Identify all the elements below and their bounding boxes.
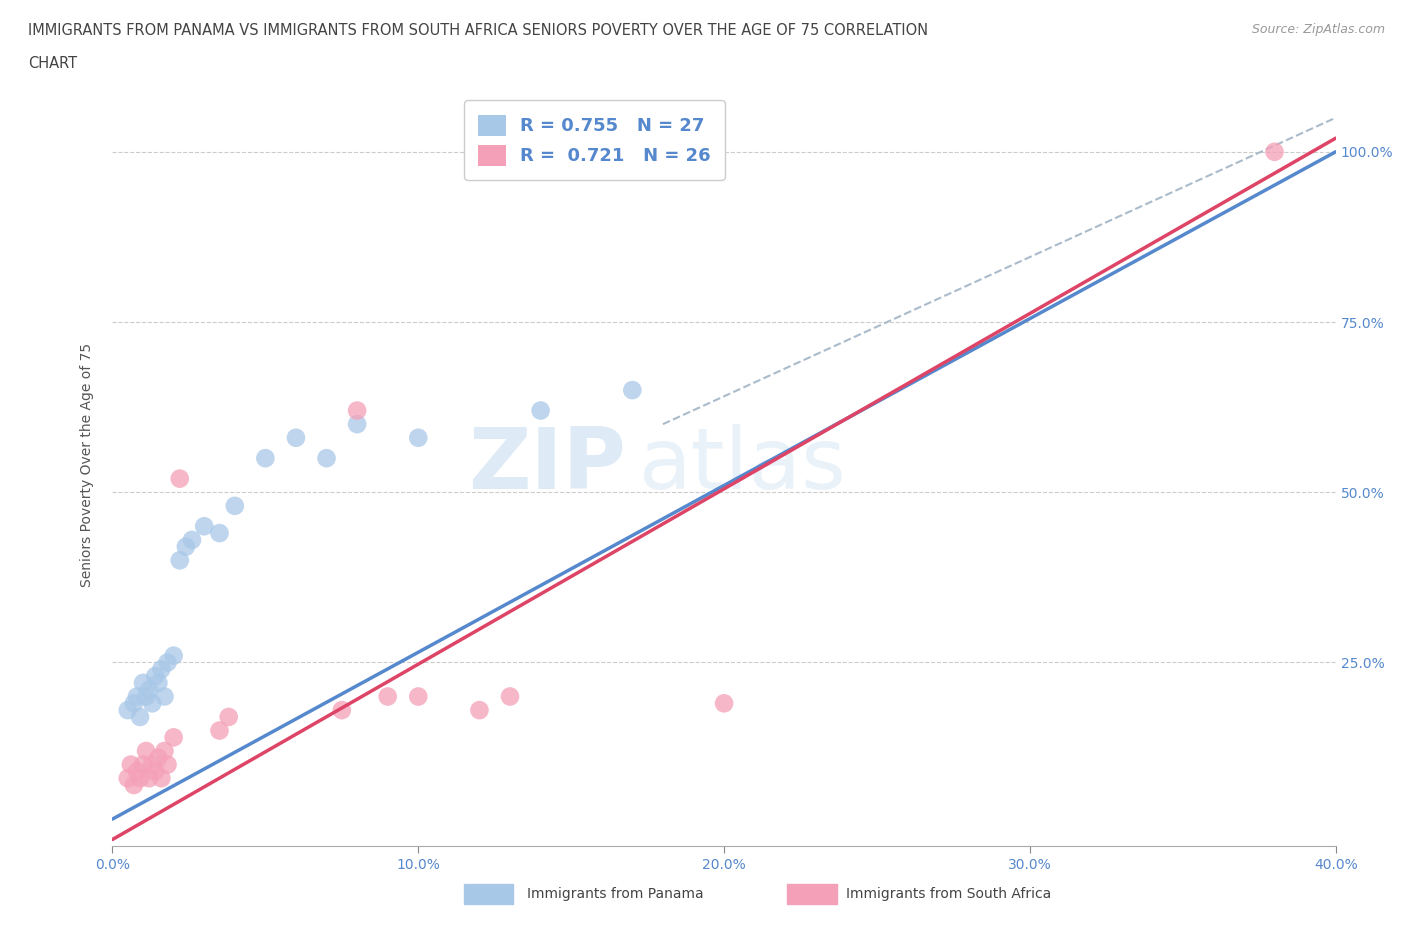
Text: atlas: atlas xyxy=(638,423,846,507)
Point xyxy=(143,764,166,778)
Point xyxy=(284,431,308,445)
Point xyxy=(117,703,139,718)
Point xyxy=(330,703,353,718)
Point xyxy=(138,771,160,786)
Y-axis label: Seniors Poverty Over the Age of 75: Seniors Poverty Over the Age of 75 xyxy=(80,343,94,587)
Point xyxy=(125,689,148,704)
Point xyxy=(163,648,186,663)
Legend: R = 0.755   N = 27, R =  0.721   N = 26: R = 0.755 N = 27, R = 0.721 N = 26 xyxy=(464,100,725,180)
Point xyxy=(208,525,231,540)
Point xyxy=(468,703,491,718)
Point xyxy=(193,519,215,534)
Point xyxy=(377,689,399,704)
Point xyxy=(208,724,231,738)
Point xyxy=(218,710,240,724)
Point xyxy=(138,683,160,698)
Text: Immigrants from South Africa: Immigrants from South Africa xyxy=(846,886,1052,901)
Point xyxy=(141,757,163,772)
Point xyxy=(117,771,139,786)
Point xyxy=(174,539,197,554)
Point xyxy=(346,403,368,418)
Point xyxy=(1264,144,1286,159)
Point xyxy=(150,771,173,786)
Point xyxy=(129,771,152,786)
Point xyxy=(156,757,179,772)
Point xyxy=(315,451,337,466)
Point xyxy=(122,696,145,711)
Point xyxy=(224,498,246,513)
Point xyxy=(254,451,277,466)
Point xyxy=(125,764,148,778)
Point xyxy=(129,710,152,724)
Point xyxy=(530,403,553,418)
Point xyxy=(499,689,522,704)
Point xyxy=(141,696,163,711)
Point xyxy=(120,757,142,772)
Point xyxy=(408,431,430,445)
Point xyxy=(181,533,204,548)
Text: Source: ZipAtlas.com: Source: ZipAtlas.com xyxy=(1251,23,1385,36)
Point xyxy=(148,675,170,690)
Point xyxy=(163,730,186,745)
Point xyxy=(169,553,191,568)
Point xyxy=(346,417,368,432)
Point xyxy=(169,472,191,486)
Point xyxy=(143,669,166,684)
Point xyxy=(148,751,170,765)
Point xyxy=(122,777,145,792)
Point xyxy=(150,662,173,677)
Point xyxy=(153,744,176,759)
Point xyxy=(132,757,155,772)
Point xyxy=(135,744,157,759)
Point xyxy=(132,675,155,690)
Text: IMMIGRANTS FROM PANAMA VS IMMIGRANTS FROM SOUTH AFRICA SENIORS POVERTY OVER THE : IMMIGRANTS FROM PANAMA VS IMMIGRANTS FRO… xyxy=(28,23,928,38)
Text: ZIP: ZIP xyxy=(468,423,626,507)
Point xyxy=(156,655,179,670)
Point xyxy=(621,382,644,397)
Point xyxy=(408,689,430,704)
Text: Immigrants from Panama: Immigrants from Panama xyxy=(527,886,704,901)
Point xyxy=(713,696,735,711)
Text: CHART: CHART xyxy=(28,56,77,71)
Point xyxy=(135,689,157,704)
Point xyxy=(153,689,176,704)
